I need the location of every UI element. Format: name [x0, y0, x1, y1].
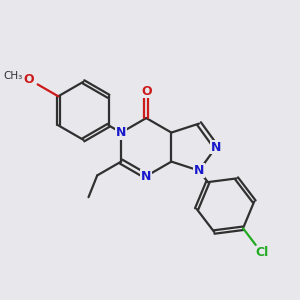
Text: Cl: Cl: [255, 247, 268, 260]
Text: O: O: [141, 85, 152, 98]
Text: N: N: [194, 164, 204, 177]
Text: N: N: [116, 126, 126, 139]
Text: O: O: [23, 73, 34, 86]
Text: N: N: [141, 169, 152, 183]
Text: N: N: [211, 141, 221, 154]
Text: CH₃: CH₃: [3, 71, 22, 81]
